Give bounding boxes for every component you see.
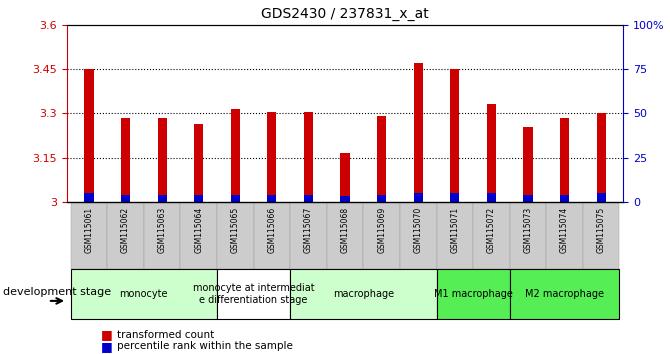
Bar [596, 193, 606, 202]
Bar [304, 112, 313, 202]
Bar [84, 69, 94, 202]
Bar [377, 116, 386, 202]
Bar [363, 202, 400, 269]
Text: GSM115069: GSM115069 [377, 207, 386, 253]
Text: GSM115063: GSM115063 [157, 207, 167, 253]
Text: GSM115072: GSM115072 [487, 207, 496, 253]
Title: GDS2430 / 237831_x_at: GDS2430 / 237831_x_at [261, 7, 429, 21]
Bar [253, 202, 290, 269]
Bar [437, 202, 473, 269]
Text: GSM115068: GSM115068 [340, 207, 350, 253]
Bar [230, 109, 240, 202]
Text: ■: ■ [100, 340, 113, 353]
Bar [70, 202, 107, 269]
Bar [510, 269, 620, 319]
Bar [194, 124, 203, 202]
Text: GSM115074: GSM115074 [560, 207, 569, 253]
Text: macrophage: macrophage [333, 289, 394, 299]
Text: GSM115075: GSM115075 [597, 207, 606, 253]
Text: GSM115071: GSM115071 [450, 207, 460, 253]
Text: GSM115067: GSM115067 [304, 207, 313, 253]
Bar [340, 196, 350, 202]
Bar [180, 202, 217, 269]
Bar [290, 269, 437, 319]
Bar [413, 193, 423, 202]
Bar [267, 112, 277, 202]
Bar [596, 113, 606, 202]
Bar [194, 195, 203, 202]
Text: GSM115061: GSM115061 [84, 207, 93, 253]
Bar [377, 195, 386, 202]
Text: ■: ■ [100, 328, 113, 341]
Bar [510, 202, 546, 269]
Bar [523, 127, 533, 202]
Bar [560, 118, 569, 202]
Text: GSM115062: GSM115062 [121, 207, 130, 253]
Bar [340, 153, 350, 202]
Bar [267, 195, 277, 202]
Text: GSM115073: GSM115073 [523, 207, 533, 253]
Bar [230, 195, 240, 202]
Bar [144, 202, 180, 269]
Text: monocyte: monocyte [119, 289, 168, 299]
Text: transformed count: transformed count [117, 330, 214, 339]
Bar [413, 63, 423, 202]
Bar [290, 202, 327, 269]
Bar [583, 202, 620, 269]
Bar [560, 195, 569, 202]
Bar [217, 202, 253, 269]
Bar [437, 269, 510, 319]
Bar [70, 269, 217, 319]
Text: percentile rank within the sample: percentile rank within the sample [117, 341, 293, 351]
Bar [487, 193, 496, 202]
Text: monocyte at intermediat
e differentiation stage: monocyte at intermediat e differentiatio… [193, 283, 314, 305]
Bar [304, 195, 313, 202]
Bar [523, 195, 533, 202]
Bar [400, 202, 437, 269]
Bar [473, 202, 510, 269]
Bar [450, 69, 460, 202]
Text: GSM115064: GSM115064 [194, 207, 203, 253]
Bar [121, 195, 130, 202]
Text: GSM115065: GSM115065 [230, 207, 240, 253]
Bar [121, 118, 130, 202]
Bar [157, 118, 167, 202]
Bar [157, 195, 167, 202]
Bar [327, 202, 363, 269]
Bar [107, 202, 144, 269]
Text: GSM115066: GSM115066 [267, 207, 277, 253]
Text: GSM115070: GSM115070 [413, 207, 423, 253]
Bar [84, 193, 94, 202]
Text: development stage: development stage [3, 287, 111, 297]
Bar [546, 202, 583, 269]
Text: M1 macrophage: M1 macrophage [433, 289, 513, 299]
Bar [217, 269, 290, 319]
Bar [487, 104, 496, 202]
Bar [450, 193, 460, 202]
Text: M2 macrophage: M2 macrophage [525, 289, 604, 299]
